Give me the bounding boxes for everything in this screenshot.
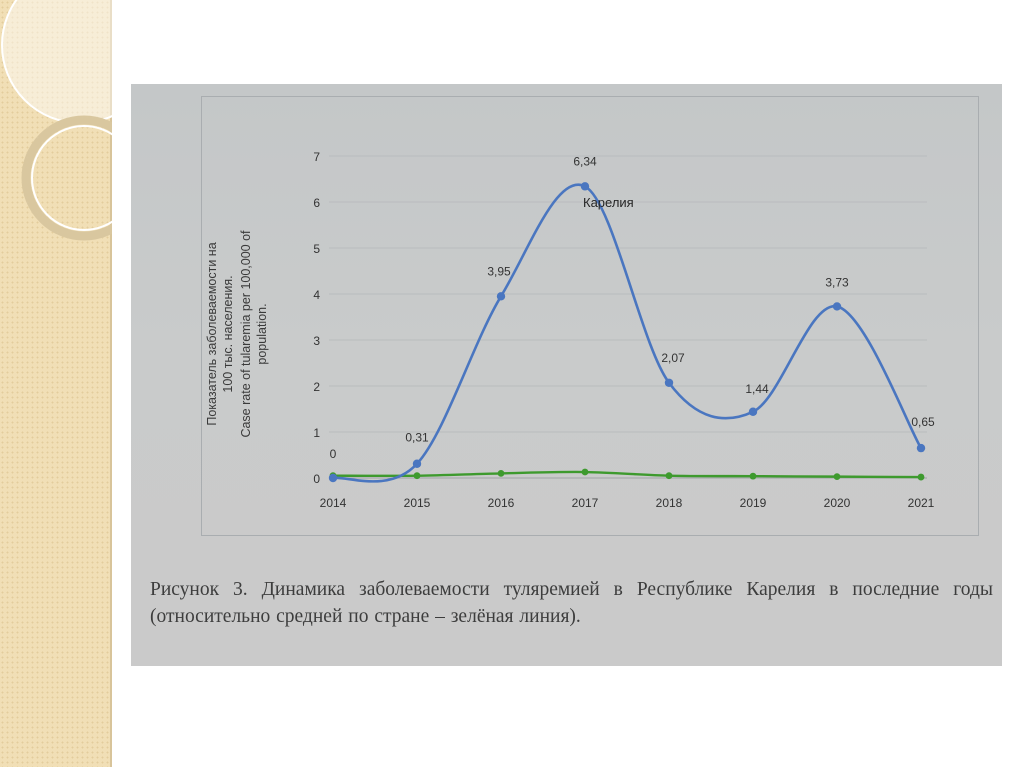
data-label: 0,31 [405, 431, 429, 445]
x-axis-ticks: 2014 2015 2016 2017 2018 2019 2020 2021 [320, 496, 935, 510]
national-average-point [413, 472, 421, 480]
karelia-data-point [580, 182, 590, 191]
series-name-label: Карелия [583, 195, 634, 210]
national-average-point [833, 473, 841, 481]
karelia-data-point [328, 473, 338, 483]
decorative-circles [1, 0, 112, 241]
karelia-data-point [832, 302, 842, 311]
national-average-point [917, 473, 925, 481]
y-tick-label: 0 [313, 472, 320, 486]
national-average-point [749, 472, 757, 480]
x-tick-label: 2015 [404, 496, 431, 510]
y-axis-ticks: 0 1 2 3 4 5 6 7 [313, 150, 320, 486]
y-axis-label: Показатель заболеваемости на 100 тыс. нас… [205, 230, 269, 438]
y-tick-label: 4 [313, 288, 320, 302]
data-label: 0 [330, 447, 337, 461]
x-tick-label: 2019 [740, 496, 767, 510]
plot-frame [201, 96, 979, 536]
national-average-point [581, 468, 589, 476]
data-labels: 0 0,31 3,95 6,34 2,07 1,44 3,73 0,65 [330, 154, 935, 461]
y-tick-label: 1 [313, 426, 320, 440]
y-tick-label: 2 [313, 380, 320, 394]
y-axis-label-line: population. [255, 303, 269, 364]
grid-lines [329, 155, 927, 479]
y-tick-label: 7 [313, 150, 320, 164]
karelia-data-point [496, 292, 506, 301]
karelia-series-line [332, 183, 923, 483]
karelia-data-point [748, 407, 758, 416]
national-average-point [665, 472, 673, 480]
y-tick-label: 3 [313, 334, 320, 348]
data-label: 0,65 [911, 415, 935, 429]
data-label: 1,44 [745, 382, 769, 396]
y-axis-label-line: 100 тыс. населения. [221, 275, 235, 392]
y-axis-label-line: Case rate of tularemia per 100,000 of [239, 230, 253, 438]
series-points [328, 182, 926, 483]
data-label: 3,73 [825, 275, 849, 289]
y-tick-label: 6 [313, 196, 320, 210]
x-tick-label: 2021 [908, 496, 935, 510]
x-tick-label: 2018 [656, 496, 683, 510]
x-tick-label: 2020 [824, 496, 851, 510]
national-average-point [497, 470, 505, 477]
data-label: 2,07 [661, 351, 685, 365]
x-tick-label: 2014 [320, 496, 347, 510]
karelia-data-point [916, 443, 926, 453]
decorative-divider [110, 0, 112, 767]
national-average-line [332, 470, 922, 479]
y-axis-label-line: Показатель заболеваемости на [205, 242, 219, 425]
data-label: 3,95 [487, 264, 511, 278]
karelia-data-point [412, 459, 422, 468]
karelia-data-point [664, 378, 674, 387]
data-label: 6,34 [573, 154, 597, 168]
x-tick-label: 2017 [572, 496, 599, 510]
y-tick-label: 5 [313, 242, 320, 256]
x-tick-label: 2016 [488, 496, 515, 510]
figure-caption: Рисунок 3. Динамика заболеваемости туляр… [150, 579, 993, 627]
series-lines [332, 183, 923, 483]
